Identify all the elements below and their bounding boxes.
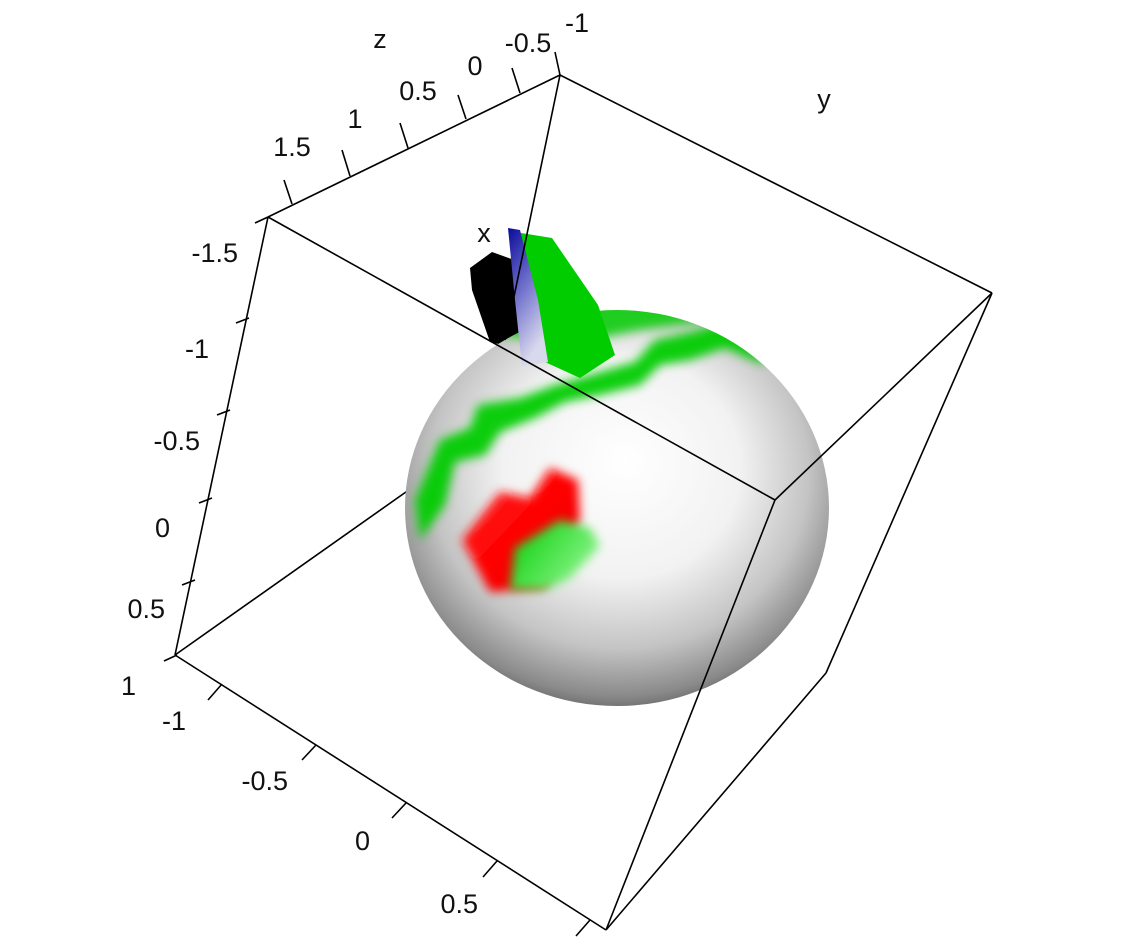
green-band [415, 320, 765, 540]
tick-label-x: 1 [121, 671, 136, 701]
tick-label-z: -1 [565, 8, 589, 38]
tick-label-x: -1.5 [191, 238, 238, 268]
tick-label-z: 0.5 [399, 76, 437, 106]
sphere-surface [405, 310, 829, 706]
tick-label-z: 1 [347, 104, 362, 134]
tick-label-y: -1 [162, 706, 186, 736]
tick-label-z: -0.5 [505, 28, 552, 58]
tick-label-y: -0.5 [241, 766, 288, 796]
green-patch [510, 520, 600, 590]
box-front-edges [267, 74, 993, 931]
tick-label-x: -0.5 [153, 426, 200, 456]
black-fin [470, 252, 525, 350]
tick-label-z: 1.5 [273, 132, 311, 162]
axis-label-y: y [817, 84, 831, 114]
tick-label-y: 0.5 [440, 889, 478, 919]
tick-label-x: 0.5 [127, 594, 165, 624]
tick-label-z: 0 [467, 51, 482, 81]
axis-label-x: x [477, 218, 491, 248]
axis-label-z: z [373, 24, 387, 54]
tick-label-x: -1 [185, 334, 209, 364]
axis-ticks [163, 51, 591, 937]
tick-label-x: 0 [155, 513, 170, 543]
blue-fin [508, 228, 548, 366]
tick-label-y: 0 [355, 826, 370, 856]
